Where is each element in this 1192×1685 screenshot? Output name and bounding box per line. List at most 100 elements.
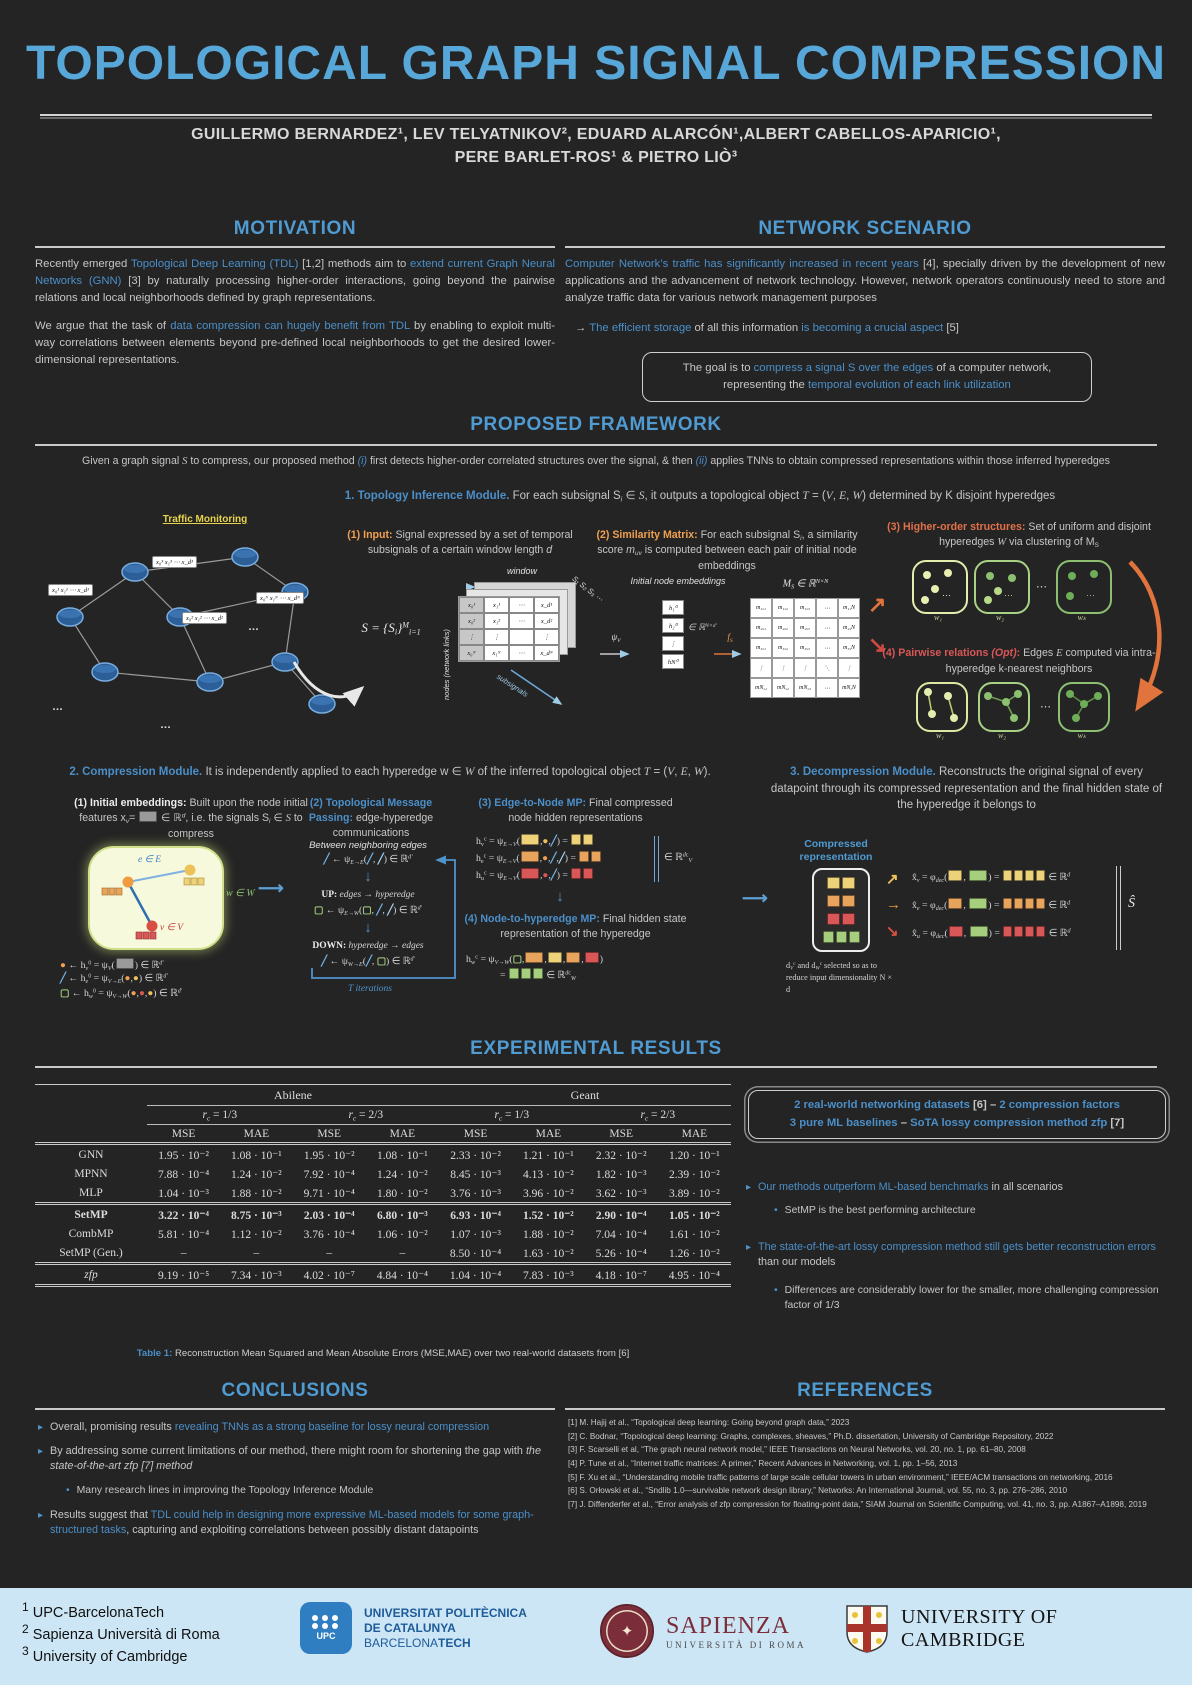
subsignal-stack: x₀¹ x₁¹ ⋯ x_d¹ x₀² x₁² ⋯ x_d² ⋮ ⋮ ⋮ x₀ᴺ x₁ᴺ ⋯ x_dᴺ	[458, 582, 594, 686]
table-cell: 4.84 · 10⁻⁴	[365, 1262, 439, 1286]
experiment-setup-box: 2 real-world networking datasets [6] – 2…	[748, 1090, 1166, 1139]
down-arrow-icon: ↓	[364, 868, 372, 885]
table-cell: 1.20 · 10⁻¹	[669, 1149, 720, 1162]
row-label: MPNN	[74, 1167, 108, 1180]
t-iterations-label: T iterations	[348, 984, 392, 994]
e2n-dim: ∈ ℝdcV	[664, 852, 693, 864]
metric-header: MSE	[292, 1124, 366, 1146]
matrix-cell: m₃,₁	[750, 638, 772, 658]
pairwise-label-2: w₂	[997, 731, 1007, 740]
similarity-matrix-label: MS ∈ ℝN×N	[782, 578, 829, 591]
metric-header: MAE	[365, 1124, 439, 1146]
sheet-row: x₀² x₁² ⋯ x_d²	[459, 613, 559, 629]
metric-header: MAE	[657, 1124, 731, 1146]
subsignals-arrow	[510, 669, 563, 705]
table-cell: 1.05 · 10⁻²	[657, 1202, 731, 1225]
signal-chip-1: x₀¹ x₁¹ ⋯ x_d¹	[48, 584, 93, 596]
svg-text:…: …	[248, 621, 259, 633]
table-cell: 1.82 · 10⁻³	[595, 1168, 647, 1181]
table-cell: 3.62 · 10⁻³	[595, 1187, 647, 1200]
row-label: SetMP	[35, 1202, 147, 1225]
network-scenario-rule	[565, 246, 1165, 248]
compressed-representation-label: Compressed representation	[799, 838, 873, 864]
pairwise-square-2	[978, 682, 1030, 732]
matrix-cell: ⋯	[816, 678, 838, 698]
matrix-cell: mN,₁	[750, 678, 772, 698]
reference-item: [7] J. Diffenderfer et al., “Error analy…	[568, 1499, 1147, 1509]
decode-arrow-red-icon: ↘	[886, 923, 899, 940]
table-cell: –	[253, 1246, 260, 1259]
hyperedge-label: w ∈ W	[226, 888, 255, 899]
reference-item: [5] F. Xu et al., “Understanding mobile …	[568, 1472, 1113, 1482]
table-cell: 1.95 · 10⁻²	[303, 1149, 355, 1162]
curved-arrow	[292, 661, 365, 707]
table-cell: –	[399, 1246, 406, 1259]
table-cell: 2.33 · 10⁻²	[450, 1149, 501, 1162]
table-cell: 7.92 · 10⁻⁴	[303, 1168, 355, 1181]
table-cell: 2.32 · 10⁻²	[595, 1149, 647, 1162]
matrix-cell: mN,₂	[772, 678, 794, 698]
decode-arrow-orange-icon: →	[886, 896, 901, 913]
cambridge-logo-block: UNIVERSITY OF CAMBRIDGE	[845, 1604, 1057, 1654]
row-label: zfp	[35, 1262, 147, 1286]
factor-header: rc = 1/3	[147, 1105, 293, 1126]
sheet-row: x₀ᴺ x₁ᴺ ⋯ x_dᴺ	[459, 645, 559, 661]
sheet-row: x₀¹ x₁¹ ⋯ x_d¹	[459, 597, 559, 613]
table-cell: 1.06 · 10⁻²	[377, 1228, 428, 1241]
between-edges-formula: ╱ ← ψE→E(╱, ╱) ∈ ℝd′	[323, 854, 413, 866]
compressed-representation-box	[812, 868, 870, 952]
table-cell: –	[180, 1246, 187, 1259]
big-orange-arc	[1128, 560, 1164, 712]
results-subbullet-2: • Differences are considerably lower for…	[774, 1284, 1164, 1313]
footer: 1 UPC-BarcelonaTech 2 Sapienza Universit…	[0, 1588, 1192, 1685]
table-cell: 4.13 · 10⁻²	[523, 1168, 574, 1181]
signal-chip-4: x₀ᴺ x₁ᴺ ⋯ x_dᴺ	[256, 592, 304, 604]
authors-line-1: GUILLERMO BERNARDEZ¹, LEV TELYATNIKOV², …	[191, 126, 1001, 143]
table-cell: 6.80 · 10⁻³	[365, 1202, 439, 1225]
module2-title: 2. Compression Module. It is independent…	[69, 766, 711, 778]
bullet-dot-icon: •	[774, 1285, 778, 1296]
framework-intro: Given a graph signal S to compress, our …	[82, 455, 1110, 467]
table-row: MLP 1.04 · 10⁻³ 1.88 · 10⁻² 9.71 · 10⁻⁴ 1.80…	[35, 1183, 731, 1204]
table-row: MPNN 7.88 · 10⁻⁴ 1.24 · 10⁻² 7.92 · 10⁻⁴ 1.2…	[35, 1164, 731, 1183]
table-cell: 7.34 · 10⁻³	[220, 1262, 293, 1286]
arrow-to-mp-icon: ⟶	[258, 878, 284, 898]
iteration-loop-line	[311, 855, 456, 979]
decomp-formula-3: x̂u = φdec(, ) = ∈ ℝd	[912, 926, 1071, 940]
compressed-block-orange	[826, 895, 856, 907]
signal-chip-2: x₀³ x₁³ ⋯ x_d³	[152, 556, 197, 568]
table-cell: 1.80 · 10⁻²	[377, 1187, 428, 1200]
table-cell: 1.88 · 10⁻²	[231, 1187, 282, 1200]
matrix-cell: ⋮	[838, 658, 860, 678]
table-cell: 7.04 · 10⁻⁴	[595, 1228, 647, 1241]
setup-line-2: 3 pure ML baselines – SoTA lossy compres…	[789, 1116, 1125, 1129]
dimensionality-note: dVc and dWc selected so as to reduce inp…	[786, 961, 893, 994]
table-cell: 3.22 · 10⁻⁴	[147, 1202, 221, 1225]
e2n-formula-2: hec = ψE→V(,●,╱,╱) =	[476, 851, 602, 865]
results-table-body: GNN 1.95 · 10⁻² 1.08 · 10⁻¹ 1.95 · 10⁻² 1.08…	[35, 1144, 731, 1286]
conclusion-2-sub: • Many research lines in improving the T…	[66, 1484, 546, 1499]
table-row: CombMP 5.81 · 10⁻⁴ 1.12 · 10⁻² 3.76 · 10⁻⁴ 1…	[35, 1224, 731, 1243]
matrix-cell: ⋮	[772, 658, 794, 678]
table-cell: 1.04 · 10⁻³	[158, 1187, 209, 1200]
goal-box: The goal is to compress a signal S over …	[642, 352, 1092, 402]
framework-heading: PROPOSED FRAMEWORK	[470, 414, 722, 435]
matrix-cell: m₂,₃	[794, 618, 816, 638]
arrow-to-pairwise-icon: ↘	[868, 632, 887, 657]
svg-text:…: …	[160, 719, 171, 731]
hyperedge-cluster-k: ⋯	[1056, 560, 1112, 614]
init-embeddings-head: (1) Initial embeddings: Built upon the n…	[74, 797, 308, 840]
pairwise-label-1: w₁	[935, 731, 945, 740]
stack-sheet-front: x₀¹ x₁¹ ⋯ x_d¹ x₀² x₁² ⋯ x_d² ⋮ ⋮ ⋮ x₀ᴺ x₁ᴺ ⋯ x_dᴺ	[458, 596, 560, 662]
table-cell: 8.45 · 10⁻³	[450, 1168, 501, 1181]
pairwise-square-1	[916, 682, 968, 732]
cambridge-wordmark: UNIVERSITY OF CAMBRIDGE	[901, 1606, 1058, 1651]
reference-item: [1] M. Hajij et al., “Topological deep l…	[568, 1418, 850, 1427]
metric-header: MSE	[584, 1124, 658, 1146]
table-cell: 2.03 · 10⁻⁴	[292, 1202, 366, 1225]
table-cell: 9.71 · 10⁻⁴	[303, 1187, 355, 1200]
matrix-cell: m₂,N	[838, 618, 860, 638]
table-cell: 4.18 · 10⁻⁷	[584, 1262, 658, 1286]
matrix-cell: m₁,₁	[750, 598, 772, 618]
